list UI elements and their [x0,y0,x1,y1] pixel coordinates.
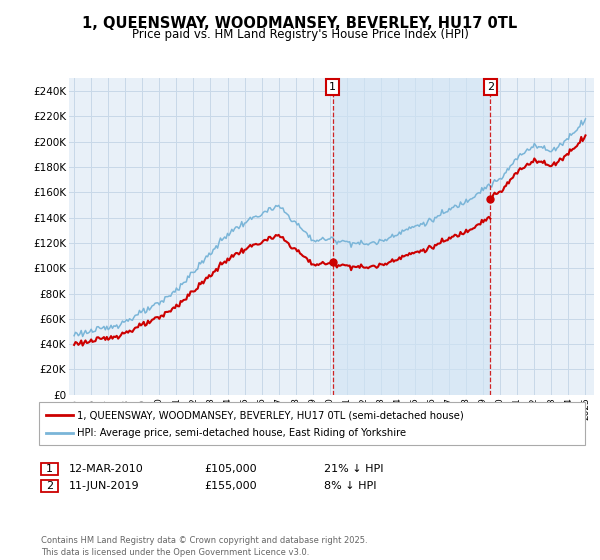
Text: 11-JUN-2019: 11-JUN-2019 [69,481,140,491]
Text: Price paid vs. HM Land Registry's House Price Index (HPI): Price paid vs. HM Land Registry's House … [131,28,469,41]
Text: 1: 1 [46,464,53,474]
Text: 1, QUEENSWAY, WOODMANSEY, BEVERLEY, HU17 0TL: 1, QUEENSWAY, WOODMANSEY, BEVERLEY, HU17… [82,16,518,31]
Text: 12-MAR-2010: 12-MAR-2010 [69,464,144,474]
Text: 8% ↓ HPI: 8% ↓ HPI [324,481,377,491]
Text: 1, QUEENSWAY, WOODMANSEY, BEVERLEY, HU17 0TL (semi-detached house): 1, QUEENSWAY, WOODMANSEY, BEVERLEY, HU17… [77,410,464,420]
Text: HPI: Average price, semi-detached house, East Riding of Yorkshire: HPI: Average price, semi-detached house,… [77,428,407,438]
Text: 2: 2 [46,481,53,491]
Text: Contains HM Land Registry data © Crown copyright and database right 2025.
This d: Contains HM Land Registry data © Crown c… [41,536,367,557]
Text: £105,000: £105,000 [204,464,257,474]
Text: 2: 2 [487,82,494,92]
Text: £155,000: £155,000 [204,481,257,491]
Bar [332,78,490,395]
Text: 21% ↓ HPI: 21% ↓ HPI [324,464,383,474]
Text: 1: 1 [329,82,336,92]
